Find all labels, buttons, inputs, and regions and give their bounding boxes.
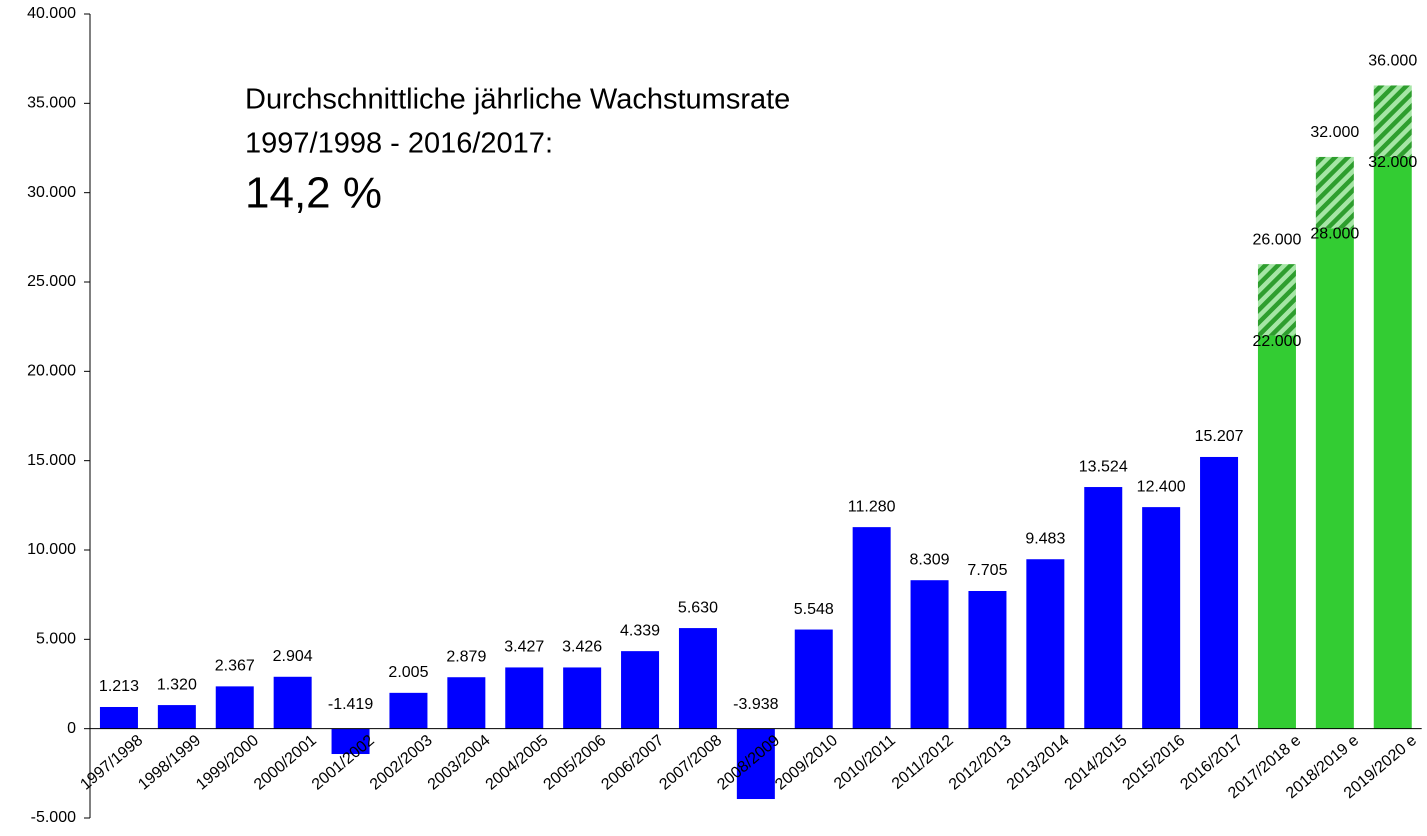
bar: [331, 728, 370, 755]
value-label: -3.938: [733, 696, 778, 713]
x-tick-label: 2013/2014: [1004, 732, 1073, 794]
bar: [157, 705, 196, 729]
value-label: 2.879: [446, 648, 486, 665]
value-label: 2.367: [215, 658, 255, 675]
annotation: Durchschnittliche jährliche Wachstumsrat…: [245, 84, 790, 116]
bar: [1026, 559, 1065, 729]
value-label: 2.904: [273, 648, 313, 665]
x-tick-label: 1997/1998: [77, 732, 146, 794]
value-label: 5.630: [678, 599, 718, 616]
x-tick-label: 2012/2013: [946, 732, 1015, 794]
range-bar: [1315, 156, 1354, 229]
value-label: 32.000: [1368, 154, 1417, 171]
value-label: 3.427: [504, 639, 544, 656]
value-label: 1.213: [99, 678, 139, 695]
value-label: 9.483: [1025, 530, 1065, 547]
annotation: 1997/1998 - 2016/2017:: [245, 128, 553, 160]
y-tick-label: -5.000: [31, 809, 76, 826]
range-bar: [1257, 264, 1296, 336]
y-tick-label: 5.000: [36, 631, 76, 648]
bar: [273, 676, 312, 729]
y-tick-label: 0: [67, 720, 76, 737]
x-tick-label: 2007/2008: [656, 732, 725, 794]
bar: [794, 629, 833, 729]
value-label: 5.548: [794, 601, 834, 618]
value-label: 28.000: [1310, 226, 1359, 243]
value-label: 8.309: [910, 551, 950, 568]
value-label: 32.000: [1310, 124, 1359, 141]
bar: [1142, 507, 1181, 729]
value-label: 36.000: [1368, 53, 1417, 70]
x-tick-label: 2009/2010: [772, 732, 841, 794]
value-label: 4.339: [620, 622, 660, 639]
annotation: 14,2 %: [245, 169, 382, 218]
bar: [99, 706, 138, 729]
value-label: 26.000: [1252, 231, 1301, 248]
bar: [910, 580, 949, 729]
bar: [852, 527, 891, 729]
x-tick-label: 2005/2006: [541, 732, 610, 794]
bar: [215, 686, 254, 729]
x-tick-label: 1998/1999: [135, 732, 204, 794]
x-tick-label: 2015/2016: [1120, 732, 1189, 794]
y-tick-label: 35.000: [27, 95, 76, 112]
bar: [505, 667, 544, 729]
x-tick-label: 2003/2004: [425, 732, 494, 794]
x-tick-label: 2000/2001: [251, 732, 320, 794]
value-label: 1.320: [157, 676, 197, 693]
y-tick-label: 30.000: [27, 184, 76, 201]
bar: [1084, 487, 1123, 729]
value-label: 2.005: [388, 664, 428, 681]
bar: [1373, 156, 1412, 729]
bar: [621, 651, 660, 729]
bar: [1257, 335, 1296, 729]
x-tick-label: 2011/2012: [889, 732, 957, 793]
bar: [447, 677, 486, 729]
x-tick-label: 2006/2007: [598, 732, 667, 794]
x-tick-label: 1999/2000: [193, 732, 262, 794]
x-tick-label: 2014/2015: [1062, 732, 1131, 794]
value-label: 7.705: [967, 562, 1007, 579]
value-label: -1.419: [328, 696, 373, 713]
y-tick-label: 10.000: [27, 541, 76, 558]
bar: [389, 692, 428, 729]
y-tick-label: 15.000: [27, 452, 76, 469]
bar: [736, 728, 775, 800]
bar: [563, 667, 602, 729]
value-label: 12.400: [1137, 478, 1186, 495]
bar: [678, 628, 717, 729]
range-bar: [1373, 85, 1412, 157]
value-label: 13.524: [1079, 458, 1128, 475]
value-label: 22.000: [1252, 333, 1301, 350]
bar: [1315, 228, 1354, 729]
value-label: 3.426: [562, 639, 602, 656]
bar: [1200, 456, 1239, 729]
value-label: 15.207: [1195, 428, 1244, 445]
bar: [968, 591, 1007, 729]
y-tick-label: 20.000: [27, 363, 76, 380]
value-label: 11.280: [848, 498, 896, 515]
x-tick-label: 2002/2003: [367, 732, 436, 794]
y-tick-label: 25.000: [27, 273, 76, 290]
x-tick-label: 2004/2005: [483, 732, 552, 794]
y-tick-label: 40.000: [27, 5, 76, 22]
x-tick-label: 2010/2011: [831, 732, 899, 793]
